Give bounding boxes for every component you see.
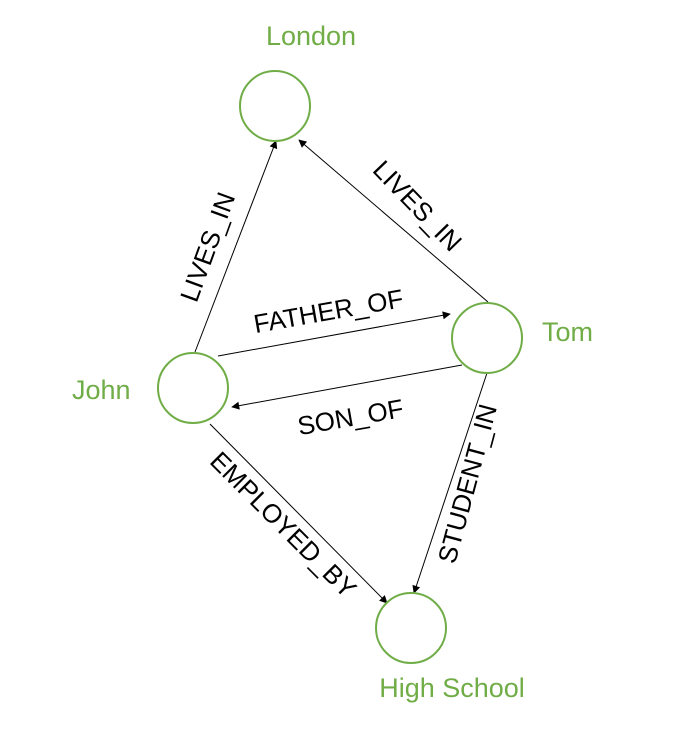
node-london: London xyxy=(239,21,356,142)
edge-tom-student-in-school: STUDENT_IN xyxy=(412,372,503,594)
node-tom: Tom xyxy=(451,302,593,374)
node-john: John xyxy=(72,352,229,424)
edge-john-father-of-tom: FATHER_OF xyxy=(217,283,451,357)
edge-john-employed-by-school: EMPLOYED_BY xyxy=(204,423,388,604)
edge-line-john-london xyxy=(194,140,278,353)
node-high-school: High School xyxy=(375,592,525,703)
edge-tom-lives-in-london: LIVES_IN xyxy=(298,139,489,303)
edge-label-father-of: FATHER_OF xyxy=(251,283,405,339)
node-circle-high-school xyxy=(375,592,447,664)
edge-label-son-of: SON_OF xyxy=(295,393,406,441)
edge-line-john-school xyxy=(209,423,388,604)
edge-line-tom-school xyxy=(412,372,488,594)
node-label-john: John xyxy=(72,375,131,405)
edge-label-employed-by: EMPLOYED_BY xyxy=(204,446,362,604)
edge-label-john-lives-in: LIVES_IN xyxy=(174,188,241,306)
edge-label-student-in: STUDENT_IN xyxy=(432,401,503,566)
node-label-tom: Tom xyxy=(542,317,593,347)
edge-line-tom-london xyxy=(298,139,489,303)
edge-line-john-tom xyxy=(217,311,451,357)
edge-tom-son-of-john: SON_OF xyxy=(231,364,463,441)
edge-line-tom-john xyxy=(231,364,463,410)
node-circle-john xyxy=(157,352,229,424)
node-circle-london xyxy=(239,70,311,142)
node-label-london: London xyxy=(266,21,356,51)
node-circle-tom xyxy=(451,302,523,374)
node-label-high-school: High School xyxy=(379,673,525,703)
